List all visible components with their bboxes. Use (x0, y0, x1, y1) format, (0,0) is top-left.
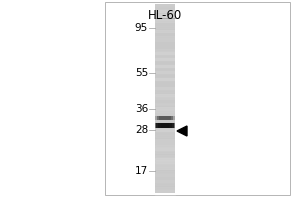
Bar (158, 123, 172, 128)
Bar (157, 116, 173, 120)
Bar (155, 4, 175, 193)
Bar (159, 116, 171, 120)
Bar (155, 123, 175, 128)
Bar (105, 2, 290, 195)
Text: HL-60: HL-60 (148, 9, 182, 22)
Text: 95: 95 (135, 23, 148, 33)
Polygon shape (177, 126, 187, 136)
Text: 36: 36 (135, 104, 148, 114)
Text: 17: 17 (135, 166, 148, 176)
Bar (156, 123, 174, 128)
Text: 55: 55 (135, 68, 148, 78)
Text: 28: 28 (135, 125, 148, 135)
Bar (161, 123, 169, 128)
Bar (155, 116, 175, 120)
